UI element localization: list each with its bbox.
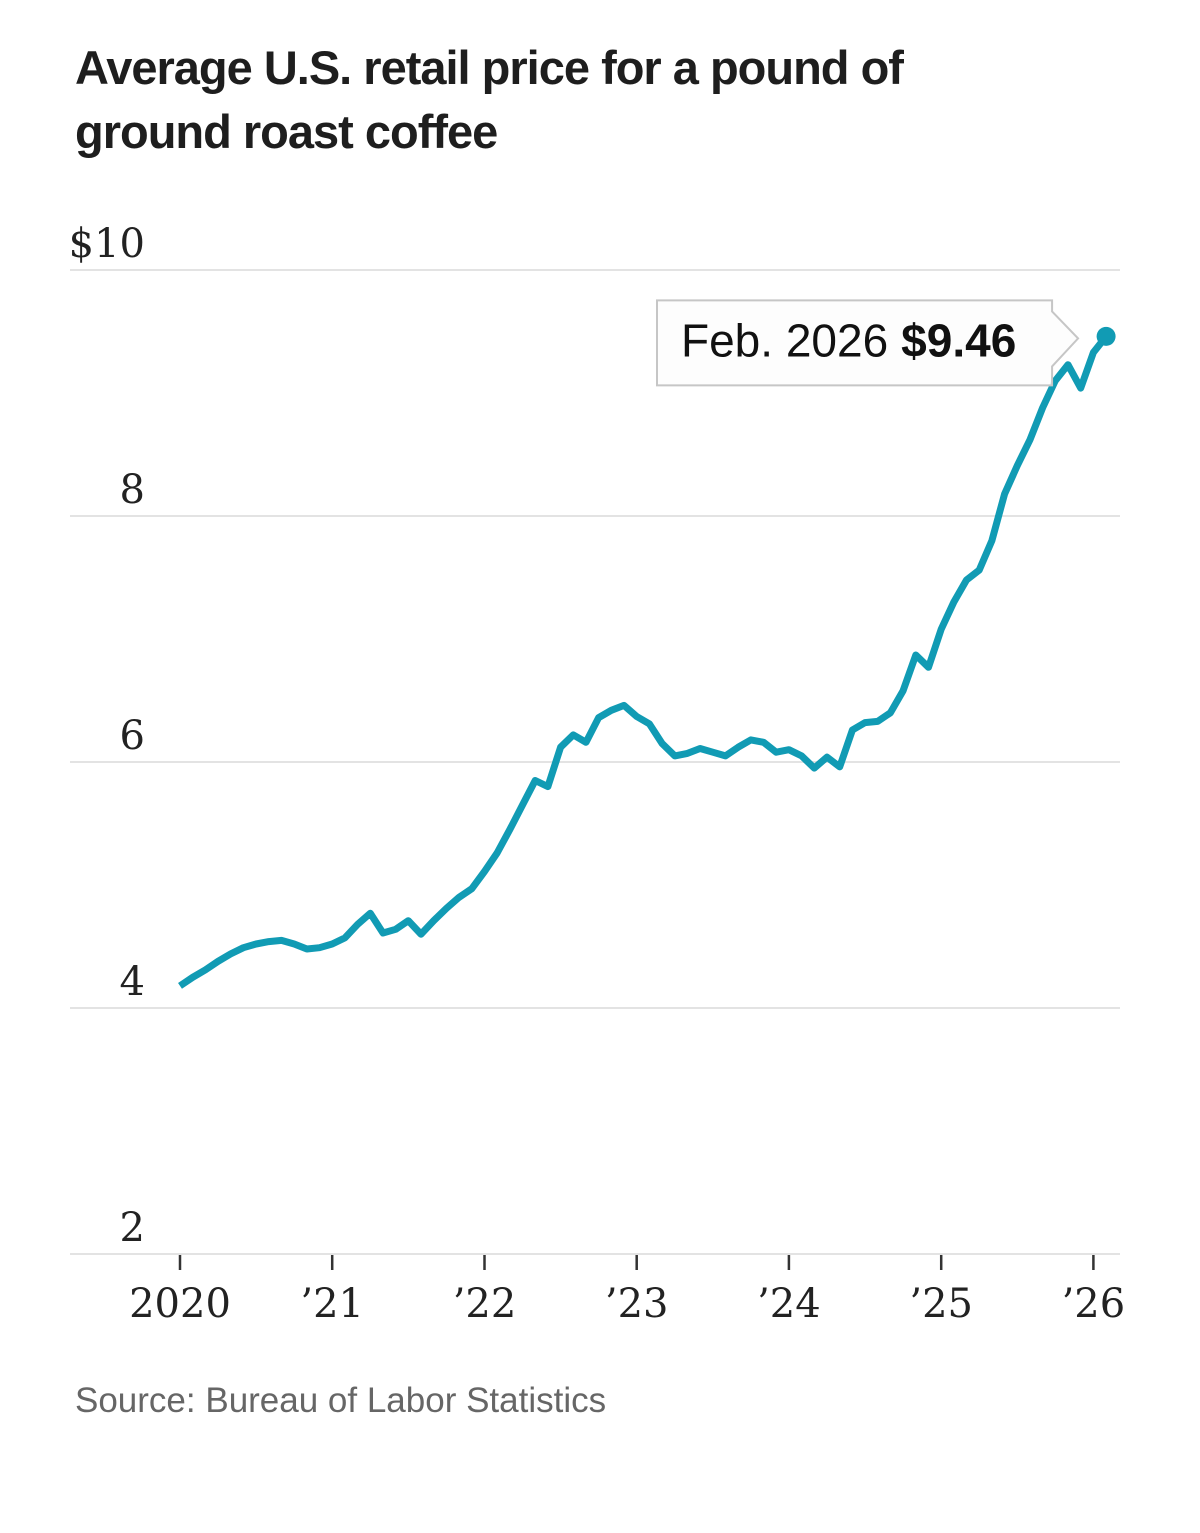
x-axis-label: ’25 xyxy=(909,1281,973,1327)
x-axis-label: 2020 xyxy=(129,1281,231,1327)
chart-title: Average U.S. retail price for a pound of… xyxy=(75,36,1175,164)
end-point-dot xyxy=(1096,326,1116,346)
callout-text: Feb. 2026 $9.46 xyxy=(681,314,1016,366)
callout-box xyxy=(656,299,1080,387)
x-axis-label: ’22 xyxy=(453,1281,517,1327)
x-axis-label: ’24 xyxy=(757,1281,821,1327)
x-axis-label: ’23 xyxy=(605,1281,669,1327)
callout-date-label: Feb. 2026 xyxy=(681,314,888,366)
y-axis-label: 8 xyxy=(120,467,145,513)
y-axis-label: 6 xyxy=(120,713,145,759)
x-axis-label: ’26 xyxy=(1062,1281,1126,1327)
chart-title-line2: ground roast coffee xyxy=(75,104,498,158)
y-axis-label: 4 xyxy=(120,959,145,1005)
y-axis-label: 2 xyxy=(120,1205,145,1251)
y-axis-label: $10 xyxy=(69,221,145,267)
callout-price-value: $9.46 xyxy=(901,314,1016,366)
chart-title-line1: Average U.S. retail price for a pound of xyxy=(75,41,904,94)
source-note: Source: Bureau of Labor Statistics xyxy=(75,1381,607,1420)
price-line xyxy=(178,334,1109,989)
x-axis-label: ’21 xyxy=(300,1281,364,1327)
